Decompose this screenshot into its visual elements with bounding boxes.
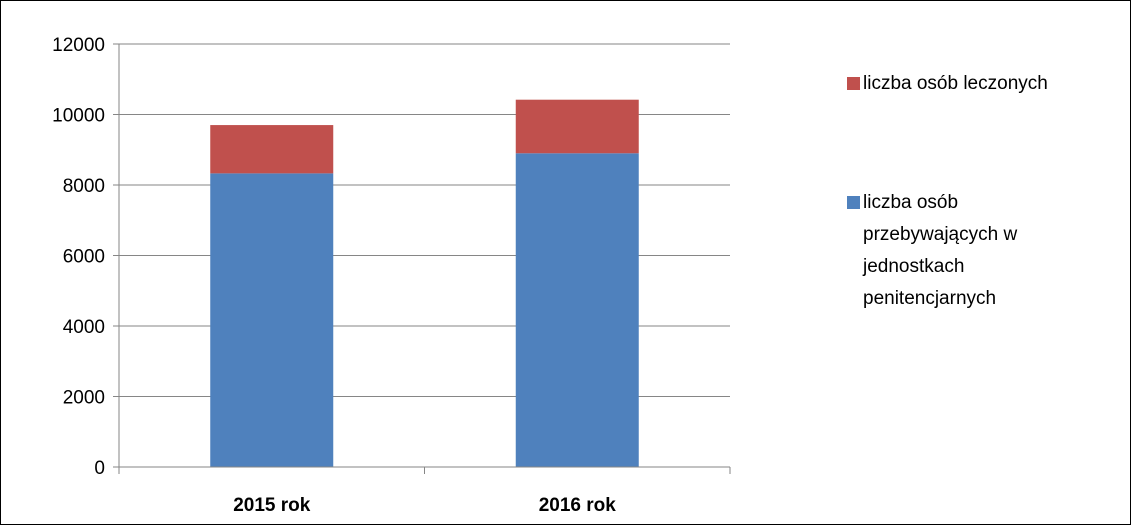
legend-label: liczba osób przebywających w jednostkach pe…	[862, 192, 1017, 309]
legend-label-line: liczba osób	[863, 192, 958, 213]
legend-label-line: przebywających w	[863, 224, 1017, 245]
bar-treated-0	[210, 125, 334, 174]
y-tick-label: 10000	[52, 106, 105, 127]
bar-prison-population-1	[515, 153, 639, 467]
legend-swatch-0	[847, 196, 860, 209]
y-tick-label: 12000	[52, 35, 105, 56]
bar-treated-1	[515, 99, 639, 154]
y-tick-label: 2000	[63, 388, 105, 409]
y-tick-label: 4000	[63, 317, 105, 338]
x-category-label: 2015 rok	[233, 495, 311, 516]
legend-label-line: jednostkach	[862, 256, 964, 277]
y-tick-label: 8000	[63, 176, 105, 197]
y-tick-label: 0	[94, 458, 105, 479]
y-tick-label: 6000	[63, 247, 105, 268]
legend-label-line: liczba osób leczonych	[863, 73, 1048, 94]
legend-swatch-1	[847, 77, 860, 90]
x-category-label: 2016 rok	[539, 495, 617, 516]
legend-label: liczba osób leczonych	[863, 73, 1048, 94]
bar-prison-population-0	[210, 173, 334, 467]
legend-label-line: penitencjarnych	[863, 288, 996, 309]
